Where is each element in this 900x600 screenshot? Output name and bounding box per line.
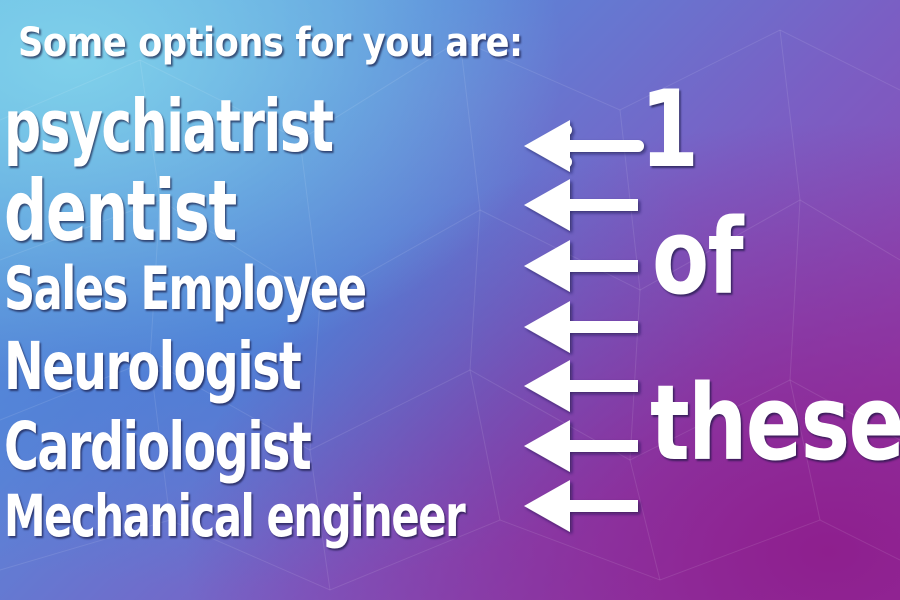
left-arrow-icon <box>524 240 638 292</box>
left-arrow-icon <box>524 360 638 412</box>
option-sales-employee: Sales Employee <box>4 254 367 324</box>
option-psychiatrist: psychiatrist <box>4 84 334 168</box>
side-word-one: 1 <box>640 68 699 191</box>
option-mechanical-engineer: Mechanical engineer <box>4 482 466 550</box>
left-arrow-icon <box>524 179 638 231</box>
side-word-of: of <box>652 196 744 318</box>
heading: Some options for you are: <box>18 20 523 66</box>
left-arrow-icon <box>524 420 638 472</box>
option-cardiologist: Cardiologist <box>4 408 312 485</box>
option-dentist: dentist <box>4 162 237 260</box>
side-word-these: these <box>650 362 900 484</box>
option-neurologist: Neurologist <box>4 328 302 405</box>
left-arrow-icon <box>524 301 638 353</box>
left-arrow-icon <box>524 480 638 532</box>
left-arrow-icon <box>524 120 644 172</box>
